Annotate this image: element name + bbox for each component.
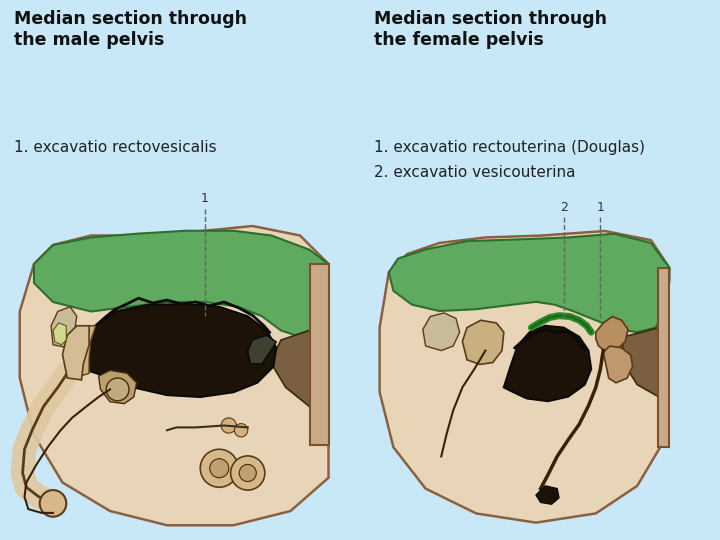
Polygon shape <box>462 320 504 364</box>
Circle shape <box>230 456 265 490</box>
Circle shape <box>235 423 248 437</box>
Polygon shape <box>310 264 328 444</box>
Text: 2: 2 <box>559 200 567 213</box>
Text: 1: 1 <box>596 200 604 213</box>
Polygon shape <box>536 486 559 504</box>
Polygon shape <box>99 370 137 404</box>
Text: 1. excavatio rectouterina (Douglas): 1. excavatio rectouterina (Douglas) <box>374 140 645 155</box>
Polygon shape <box>621 291 667 396</box>
Polygon shape <box>19 226 328 525</box>
Text: Median section through
the female pelvis: Median section through the female pelvis <box>374 10 607 49</box>
Polygon shape <box>271 283 328 407</box>
Polygon shape <box>53 323 66 345</box>
Polygon shape <box>51 307 77 348</box>
Circle shape <box>200 449 238 487</box>
Circle shape <box>40 490 66 517</box>
Polygon shape <box>504 326 591 401</box>
Text: 1: 1 <box>201 192 209 205</box>
Polygon shape <box>389 234 670 332</box>
Polygon shape <box>596 316 628 353</box>
Circle shape <box>107 378 129 401</box>
Circle shape <box>239 464 256 482</box>
Polygon shape <box>658 268 670 447</box>
Polygon shape <box>81 304 276 397</box>
Polygon shape <box>63 326 89 380</box>
Polygon shape <box>379 231 670 523</box>
Polygon shape <box>34 231 328 335</box>
Circle shape <box>210 459 229 478</box>
Circle shape <box>221 418 236 433</box>
Text: 1. excavatio rectovesicalis: 1. excavatio rectovesicalis <box>14 140 217 155</box>
Polygon shape <box>423 313 459 350</box>
Text: Median section through
the male pelvis: Median section through the male pelvis <box>14 10 247 49</box>
Polygon shape <box>248 335 276 364</box>
Polygon shape <box>74 326 96 375</box>
Polygon shape <box>603 346 633 383</box>
Text: 2. excavatio vesicouterina: 2. excavatio vesicouterina <box>374 165 575 180</box>
